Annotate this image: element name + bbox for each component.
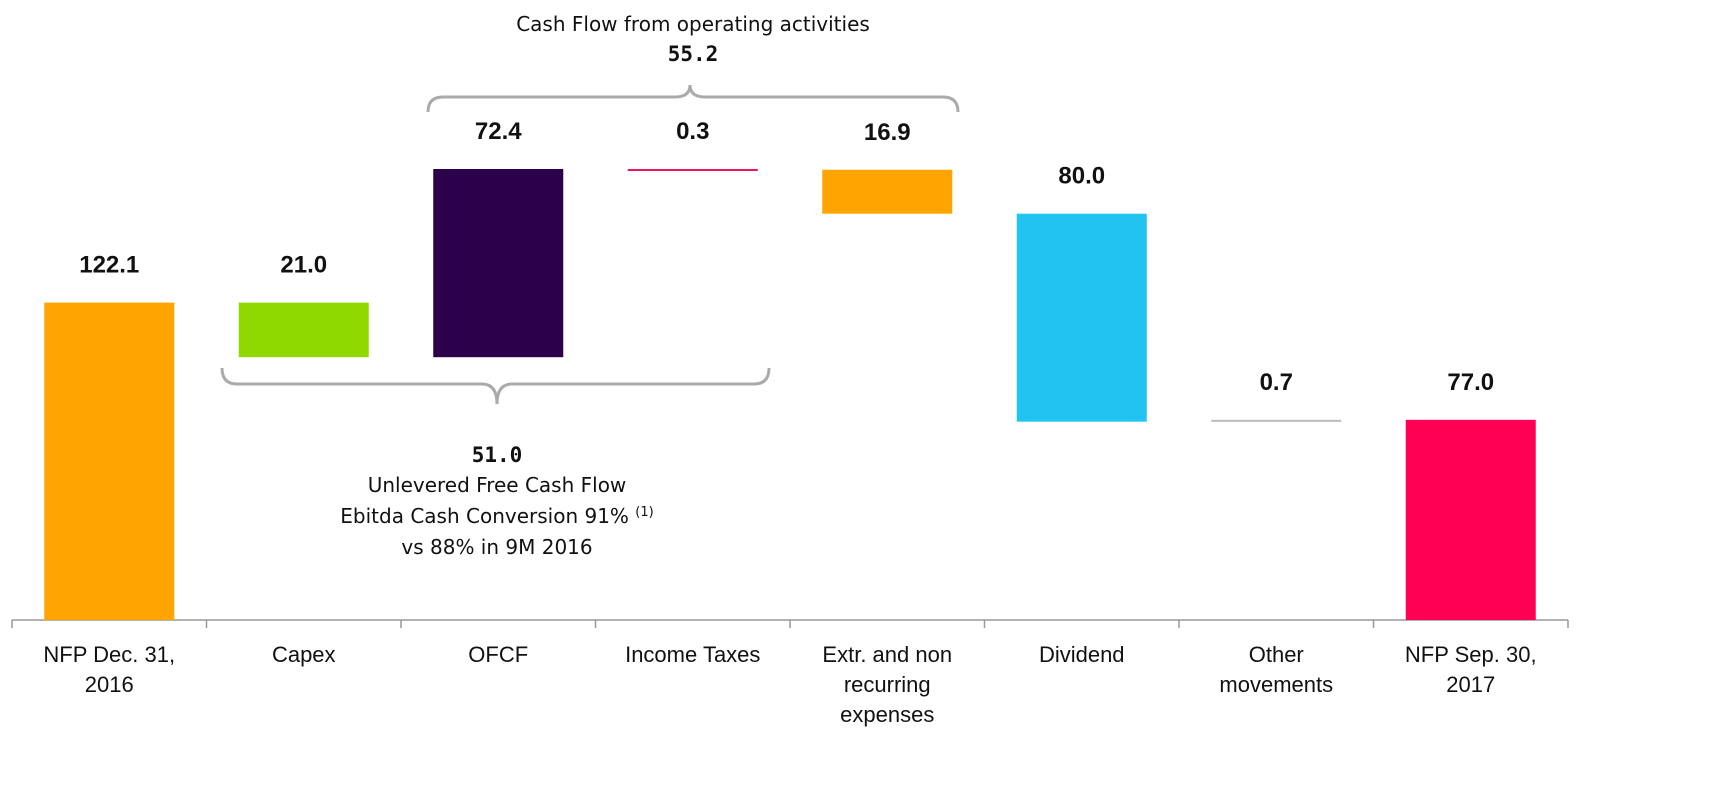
annotation-text: Ebitda Cash Conversion 91% (1) [340,504,653,528]
bar [44,302,175,620]
bracket [426,84,960,113]
annotation-text: vs 88% in 9M 2016 [401,535,592,559]
value-label: 16.9 [864,119,911,146]
value-label: 0.7 [1260,369,1293,396]
value-label: 72.4 [475,118,522,145]
x-tick-label: Other movements [1219,642,1334,697]
annotation-title: Unlevered Free Cash Flow [368,473,627,497]
bar [1016,213,1147,422]
bracket [220,367,771,405]
x-tick-label: NFP Dec. 31, 2016 [43,642,176,697]
x-tick-label: Dividend [1038,642,1125,667]
value-label: 80.0 [1058,163,1105,190]
annotation-text: Ebitda Cash Conversion 91% [340,504,629,528]
value-label: 77.0 [1447,369,1494,396]
value-label: 0.3 [676,118,709,145]
bar [627,169,758,171]
value-label: 122.1 [79,252,139,279]
bar [1211,419,1342,422]
footnote: (1) [635,505,653,520]
bar [433,169,564,358]
x-tick-label: Income Taxes [625,642,761,667]
annotation-value: 55.2 [668,42,719,66]
bar [1405,419,1536,620]
x-tick-label: OFCF [468,642,529,667]
x-tick-label: Extr. and non recurring expenses [822,642,953,727]
x-tick-label: NFP Sep. 30, 2017 [1404,642,1537,697]
annotation-value: 51.0 [472,443,523,467]
bar [822,169,953,214]
annotation-title: Cash Flow from operating activities [516,12,870,36]
x-tick-label: Capex [271,642,336,667]
bar [238,302,369,358]
value-label: 21.0 [280,252,327,279]
